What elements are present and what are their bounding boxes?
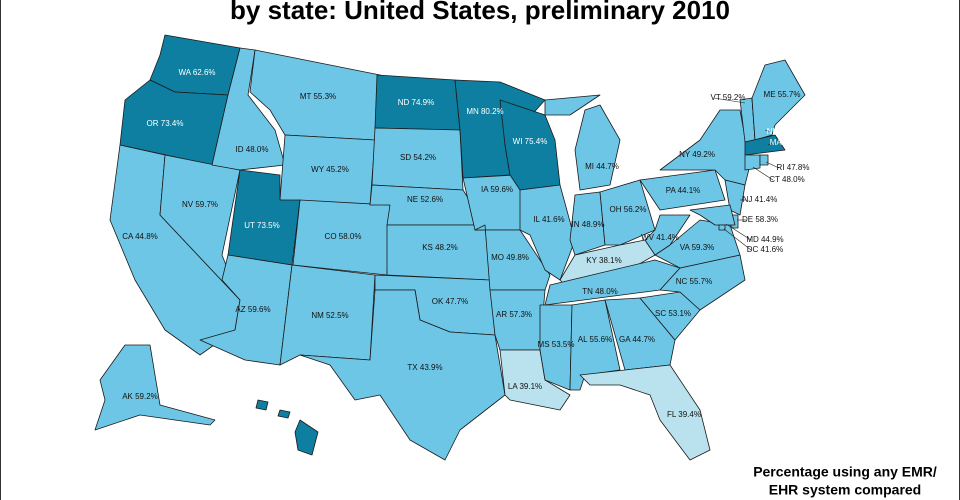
state-label: DE 58.3% [742,215,778,224]
state-label: NM 52.5% [311,311,348,320]
leader-line [764,129,772,133]
state-label: AL 55.6% [578,335,612,344]
state [386,224,491,281]
state-label: MS 53.5% [538,340,575,349]
state-label: SD 54.2% [400,153,436,162]
state-label: AZ 59.6% [235,305,270,314]
leader-line [767,142,775,146]
state-label: CT 48.0% [769,175,804,184]
state-label: IL 41.6% [533,215,564,224]
state-label: TN 48.0% [582,287,618,296]
state-label: RI 47.8% [777,163,810,172]
state-label: FL 39.4% [667,410,701,419]
state [579,364,711,461]
state [294,419,319,456]
state-label: DC 41.6% [747,245,783,254]
state-label: TX 43.9% [407,363,442,372]
state-label: AK 59.2% [122,392,158,401]
leader-line [713,97,746,104]
state-label: MN 80.2% [466,107,503,116]
state-label: AR 57.3% [496,310,532,319]
state-label: SC 53.1% [655,309,691,318]
note-line: Percentage using any EMR/ [753,464,937,480]
state-label: NC 55.7% [676,277,712,286]
state [744,134,786,156]
state-label: CA 44.8% [122,232,158,241]
state-label: NV 59.7% [182,200,218,209]
leader-line [765,161,780,169]
state-label: MA 77.3% [770,138,806,147]
state-label: OR 73.4% [147,119,184,128]
state-label: UT 73.5% [244,221,279,230]
state-label: KY 38.1% [586,256,621,265]
state-label: HI 62.1% [252,417,285,426]
state-label: ME 55.7% [764,90,801,99]
state [299,289,506,461]
state-label: IA 59.6% [481,185,513,194]
state-label: WV 41.4% [641,233,679,242]
state-label: OK 47.7% [432,297,468,306]
note-line: EHR system compared [769,482,922,498]
state [759,154,769,166]
state-label: ND 74.9% [398,98,434,107]
state-label: IN 48.9% [572,220,605,229]
state-label: OH 56.2% [610,205,647,214]
state-label: VA 59.3% [680,243,715,252]
state [569,191,606,256]
state-label: WA 62.6% [178,68,215,77]
labels: WA 62.6% OR 73.4% CA 44.8% NV 59.7% ID 48.0%… [122,68,809,426]
state-label: LA 39.1% [508,382,542,391]
state-label: KS 48.2% [422,243,458,252]
states [94,34,806,461]
state-label: PA 44.1% [666,186,701,195]
state [644,214,691,256]
state [277,409,291,419]
leader-line [752,166,774,181]
state-label: NY 49.2% [679,150,715,159]
state [255,399,269,411]
state [604,297,676,371]
state-label: NE 52.6% [407,195,443,204]
state-label: GA 44.7% [619,335,655,344]
state-label: WI 75.4% [513,137,548,146]
state [519,184,576,281]
map-title: by state: United States, preliminary 201… [230,0,730,25]
leader-line [725,223,752,241]
leader-line [723,228,752,251]
state-label: NH 64.2% [767,127,803,136]
state-label: MI 44.7% [585,162,619,171]
state [94,344,216,431]
state [544,94,601,116]
state-label: NJ 41.4% [743,195,778,204]
state-label: ID 48.0% [236,145,269,154]
state [539,304,573,391]
state-label: MO 49.8% [491,253,529,262]
state [599,179,656,246]
state-label: MD 44.9% [746,235,783,244]
state-label: VT 59.2% [711,93,746,102]
state [744,154,761,171]
state [574,104,621,191]
state-label: MT 55.3% [300,92,336,101]
state-label: WY 45.2% [311,165,349,174]
state-label: CO 58.0% [325,232,362,241]
state [639,169,726,211]
